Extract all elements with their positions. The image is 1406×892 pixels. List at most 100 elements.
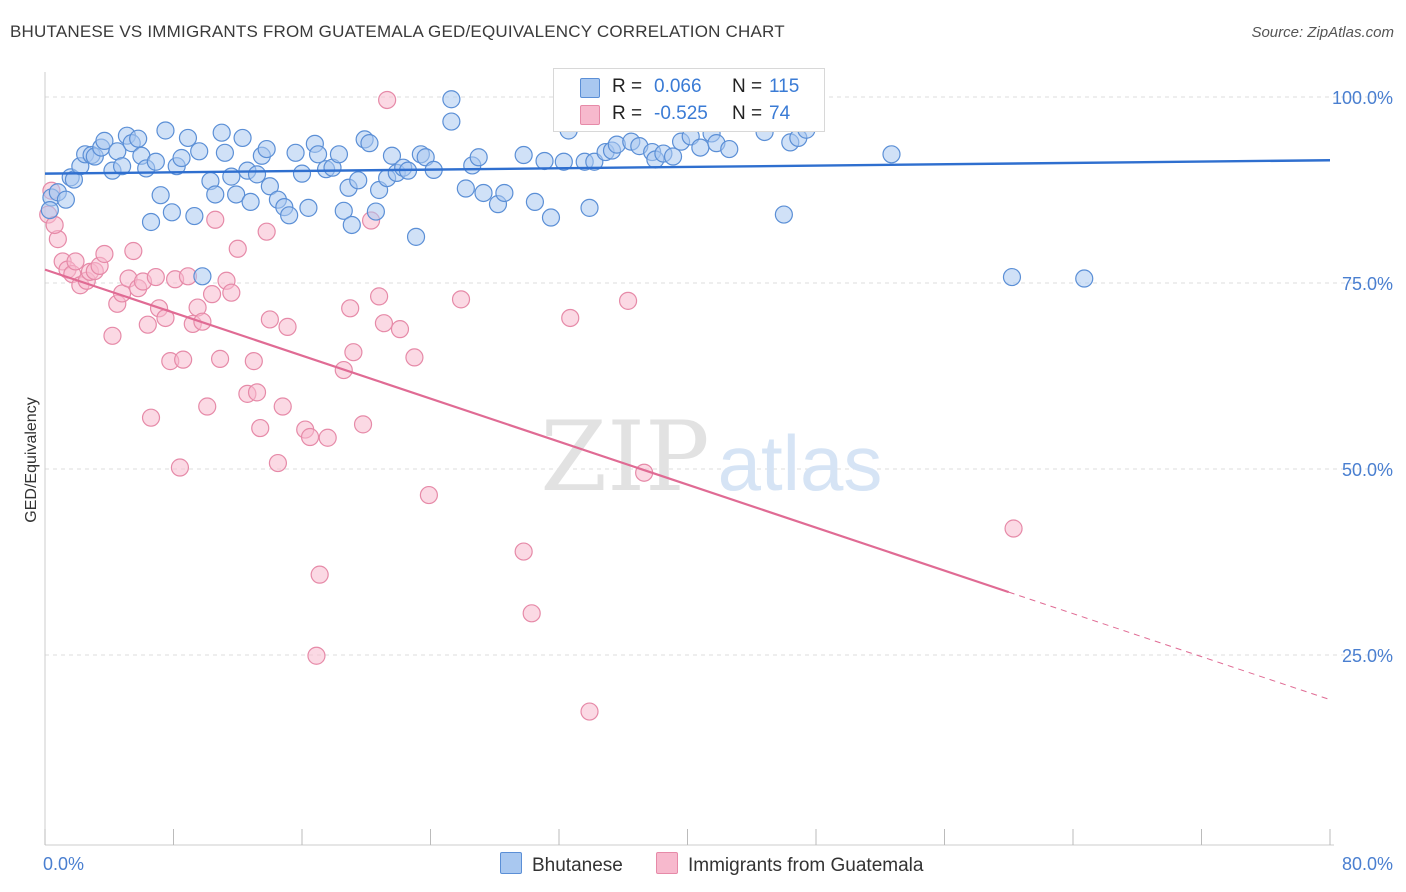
guatemala-point <box>95 244 114 264</box>
gridlines <box>45 96 1390 656</box>
bhutanese-point <box>151 186 170 205</box>
bhutanese-point <box>193 267 212 286</box>
bhutanese-point <box>691 138 710 157</box>
bhutanese-point <box>286 143 305 162</box>
bottom-legend-label: Bhutanese <box>532 855 623 876</box>
legend-row-guatemala: R = -0.525 N = 74 <box>554 102 824 128</box>
guatemala-point <box>405 348 424 367</box>
bhutanese-point <box>247 165 267 184</box>
guatemala-point <box>141 408 161 427</box>
y-tick-label: 100.0% <box>1332 88 1393 108</box>
guatemala-point <box>228 239 247 258</box>
bhutanese-point <box>525 192 545 212</box>
bottom-legend-label: Immigrants from Guatemala <box>688 855 924 876</box>
guatemala-point <box>244 352 263 371</box>
bhutanese-point <box>156 121 175 140</box>
bhutanese-point <box>474 183 493 203</box>
guatemala-point <box>202 285 222 304</box>
trend-lines <box>44 159 1331 701</box>
bhutanese-point <box>554 152 573 171</box>
bhutanese-point <box>456 179 475 198</box>
bhutanese-point <box>1002 267 1022 287</box>
bhutanese-point <box>663 147 683 166</box>
bhutanese-point <box>260 177 279 196</box>
bhutanese-point <box>141 212 161 232</box>
guatemala-point <box>307 646 326 665</box>
bottom-legend-bhutanese: Bhutanese <box>500 852 623 877</box>
x-tick-label: 80.0% <box>1342 854 1393 874</box>
chart-title: BHUTANESE VS IMMIGRANTS FROM GUATEMALA G… <box>10 22 785 41</box>
y-tick-label: 50.0% <box>1342 460 1393 480</box>
guatemala-point <box>66 252 85 271</box>
guatemala-point <box>390 320 410 339</box>
bhutanese-point <box>349 171 368 190</box>
axes <box>44 72 1334 846</box>
guatemala-point <box>247 383 267 402</box>
bhutanese-point <box>360 134 379 153</box>
guatemala-point <box>138 315 157 334</box>
guatemala-point <box>374 314 394 333</box>
legend-n-label: N = <box>732 76 763 97</box>
bhutanese-point <box>382 146 402 165</box>
guatemala-point <box>310 565 329 584</box>
series-guatemala-points <box>39 90 1023 721</box>
x-tick-label: 0.0% <box>43 854 84 874</box>
guatemala-point <box>198 397 217 416</box>
bhutanese-point <box>442 90 461 109</box>
legend-swatch-pink <box>580 105 600 125</box>
y-tick-label: 25.0% <box>1342 646 1393 666</box>
guatemala-point <box>278 317 297 336</box>
bhutanese-point <box>774 205 793 224</box>
guatemala-point <box>257 222 276 241</box>
guatemala-trend-line-extension <box>1008 591 1331 701</box>
bhutanese-point <box>406 227 426 246</box>
bhutanese-point <box>329 145 349 164</box>
guatemala-point <box>378 90 397 110</box>
bhutanese-point <box>190 142 209 161</box>
bhutanese-point <box>56 190 75 209</box>
guatemala-point <box>268 453 288 473</box>
bhutanese-point <box>172 148 191 168</box>
bhutanese-point <box>40 200 59 220</box>
bottom-legend-guatemala: Immigrants from Guatemala <box>656 852 923 877</box>
guatemala-point <box>344 343 363 362</box>
guatemala-point <box>222 283 241 302</box>
y-axis-label: GED/Equivalency <box>23 397 40 522</box>
legend-n-value: 74 <box>769 103 791 124</box>
bhutanese-point <box>241 192 260 212</box>
guatemala-point <box>318 428 337 447</box>
bhutanese-point <box>233 128 252 148</box>
guatemala-point <box>124 241 143 261</box>
legend-swatch-blue <box>580 78 600 98</box>
watermark-atlas: atlas <box>718 419 883 507</box>
legend-n-label: N = <box>732 103 763 124</box>
bhutanese-point <box>495 183 514 203</box>
guatemala-point <box>1004 519 1023 538</box>
bhutanese-point <box>112 157 132 176</box>
source-label: Source: ZipAtlas.com <box>1251 24 1394 41</box>
bhutanese-point <box>535 151 554 171</box>
bhutanese-point <box>292 164 312 183</box>
bhutanese-point <box>308 145 328 164</box>
legend-r-value: -0.525 <box>654 103 708 124</box>
watermark: ZIP atlas <box>540 401 882 513</box>
guatemala-point <box>146 267 165 287</box>
guatemala-trend-line <box>44 268 1010 594</box>
bhutanese-point <box>257 139 276 159</box>
bhutanese-point <box>299 198 318 217</box>
legend-r-label: R = <box>612 76 643 97</box>
bhutanese-point <box>580 198 599 217</box>
bhutanese-point <box>720 139 739 159</box>
bhutanese-point <box>469 148 488 167</box>
watermark-zip: ZIP <box>540 401 709 513</box>
bhutanese-point <box>882 145 901 164</box>
legend-n-value: 115 <box>769 76 800 97</box>
legend-r-label: R = <box>612 103 643 124</box>
guatemala-point <box>451 290 471 309</box>
bhutanese-trend-line <box>44 159 1331 175</box>
bhutanese-point <box>1075 269 1094 288</box>
guatemala-point <box>419 485 438 505</box>
guatemala-point <box>580 702 599 721</box>
guatemala-point <box>618 291 638 310</box>
